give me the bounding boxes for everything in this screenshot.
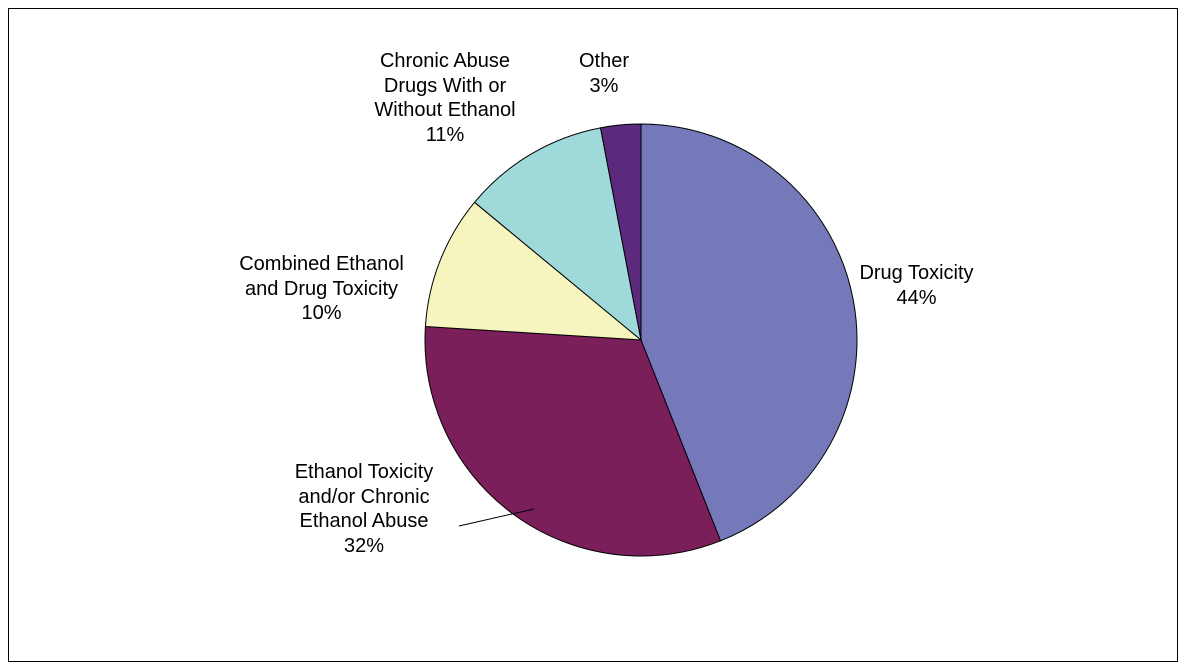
slice-label-line: Other <box>578 50 630 72</box>
pie-slice-chronic-abuse-drugs <box>473 127 642 342</box>
pie-chart <box>424 123 858 557</box>
slice-value-label: 44% <box>896 286 937 309</box>
chart-frame: Drug Toxicity 44% Ethanol Toxicity and/o… <box>8 8 1178 662</box>
pie-slice-ethanol-toxicity <box>424 325 722 557</box>
slice-label-line: Combined Ethanol <box>239 253 404 275</box>
slice-value-label: 3% <box>589 74 619 97</box>
pie-slice-drug-toxicity <box>640 123 858 542</box>
slice-label-combined: Combined Ethanol and Drug Toxicity 10% <box>209 252 434 326</box>
slice-label-line: Drugs With or <box>383 74 507 97</box>
slice-label-other: Other 3% <box>569 49 639 98</box>
slice-label-line: Drug Toxicity <box>859 262 974 284</box>
pie-slice-combined <box>424 201 643 341</box>
slice-label-line: Without Ethanol <box>374 99 516 121</box>
slice-label-ethanol-toxicity: Ethanol Toxicity and/or Chronic Ethanol … <box>274 460 454 558</box>
slice-label-line: Ethanol Toxicity <box>294 461 434 483</box>
slice-value-label: 32% <box>343 534 385 557</box>
pie-slice-other <box>599 123 642 341</box>
slice-label-chronic-abuse-drugs: Chronic Abuse Drugs With or Without Etha… <box>355 49 535 147</box>
slice-label-line: Chronic Abuse <box>379 50 511 72</box>
slice-value-label: 10% <box>301 302 342 324</box>
slice-value-label: 11% <box>425 123 465 146</box>
leader-line-ethanol-toxicity <box>458 508 535 527</box>
slice-label-line: Ethanol Abuse <box>299 510 429 532</box>
slice-label-drug-toxicity: Drug Toxicity 44% <box>839 261 994 310</box>
pie-slices <box>424 123 858 557</box>
slice-label-line: and/or Chronic <box>298 485 430 508</box>
slice-label-line: and Drug Toxicity <box>244 277 399 300</box>
